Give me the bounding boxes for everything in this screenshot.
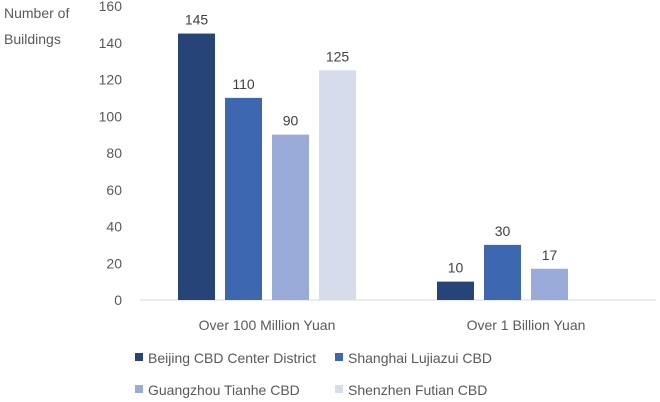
y-axis-ticks: 0 20 40 60 80 100 120 140 160 [99,0,123,308]
bar [272,134,309,300]
legend-label: Shenzhen Futian CBD [348,382,487,398]
bars: 145 110 90 125 10 30 17 [178,12,568,300]
data-label: 30 [495,223,511,239]
data-label: 10 [448,260,464,276]
legend-swatch [335,385,343,393]
data-label: 110 [232,76,255,92]
data-label: 145 [185,12,209,28]
legend-swatch [135,353,143,361]
legend-label: Beijing CBD Center District [148,350,316,366]
y-tick-label: 20 [106,255,122,271]
data-label: 90 [283,113,299,129]
y-tick-label: 0 [114,292,122,308]
y-axis-title-line1: Number of [4,5,69,21]
legend: Beijing CBD Center District Shanghai Luji… [135,350,492,398]
y-tick-label: 40 [106,219,122,235]
bar [437,281,474,300]
data-label: 17 [542,247,558,263]
legend-swatch [135,385,143,393]
data-label: 125 [326,48,350,64]
x-category-label: Over 100 Million Yuan [199,317,336,333]
y-tick-label: 120 [99,72,123,88]
bar [178,33,215,300]
y-tick-label: 100 [99,108,123,124]
y-axis-title-line2: Buildings [4,31,61,47]
bar [531,268,568,300]
y-tick-label: 140 [99,35,123,51]
legend-label: Guangzhou Tianhe CBD [148,382,300,398]
bar [319,70,356,300]
bar [484,244,521,300]
bar [225,97,262,300]
legend-swatch [335,353,343,361]
category-labels: Over 100 Million Yuan Over 1 Billion Yuan [199,317,586,333]
y-tick-label: 60 [106,182,122,198]
y-tick-label: 160 [99,0,123,14]
legend-label: Shanghai Lujiazui CBD [348,350,492,366]
y-tick-label: 80 [106,145,122,161]
x-category-label: Over 1 Billion Yuan [467,317,586,333]
